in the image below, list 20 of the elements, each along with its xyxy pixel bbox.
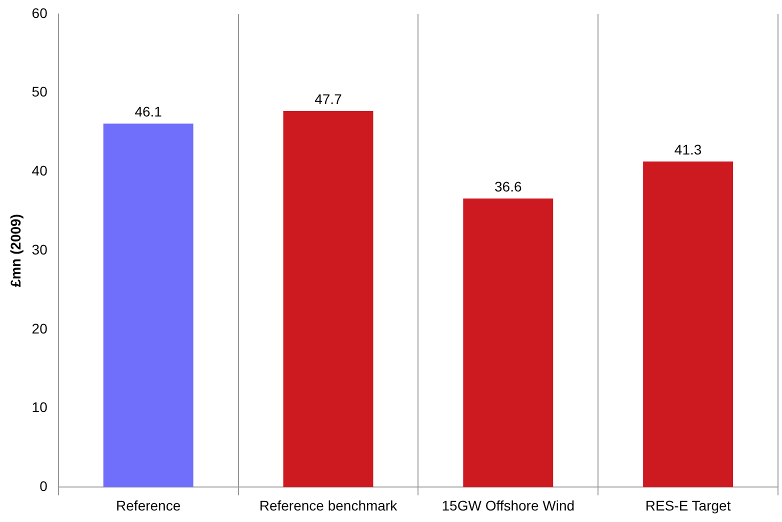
y-tick-label: 20 <box>32 320 48 336</box>
y-tick-label: 40 <box>32 162 48 179</box>
x-tick-label: RES-E Target <box>645 497 731 514</box>
bar <box>103 124 194 488</box>
bar <box>463 198 554 488</box>
x-tick-label: Reference <box>116 497 181 514</box>
y-tick-label: 10 <box>32 399 48 416</box>
x-tick-label: 15GW Offshore Wind <box>442 497 575 514</box>
bar <box>283 111 374 488</box>
y-tick-label: 60 <box>32 4 48 21</box>
y-tick-label: 30 <box>32 241 48 258</box>
data-label: 46.1 <box>134 103 162 120</box>
data-label: 47.7 <box>314 90 342 107</box>
y-axis-title: £mn (2009) <box>7 214 24 288</box>
data-label: 41.3 <box>674 141 702 158</box>
bar <box>643 161 734 488</box>
y-tick-label: 0 <box>40 478 48 494</box>
x-tick-label: Reference benchmark <box>259 497 398 514</box>
y-tick-label: 50 <box>32 84 48 100</box>
data-label: 36.6 <box>494 178 522 194</box>
